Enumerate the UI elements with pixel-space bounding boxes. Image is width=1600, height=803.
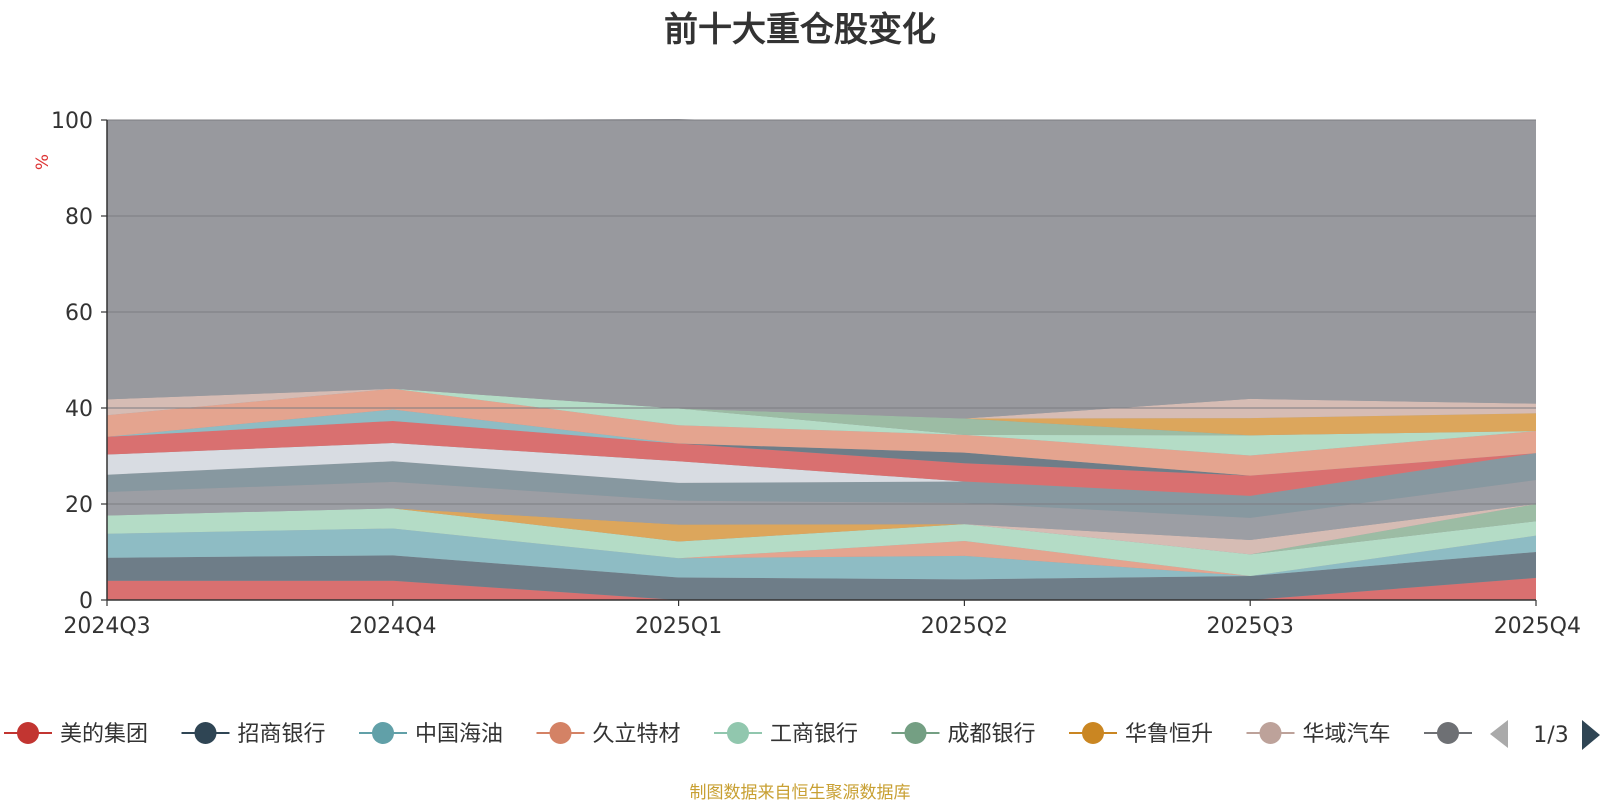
area-series-2 (107, 552, 1536, 600)
area-series-12 (107, 420, 1536, 496)
legend-marker (372, 722, 394, 744)
x-tick-label: 2025Q2 (921, 614, 1008, 639)
legend-item-3[interactable]: 中国海油 (359, 722, 503, 747)
area-series-13 (107, 409, 1536, 476)
area-series-10 (107, 453, 1536, 518)
legend-label: 美的集团 (60, 722, 148, 747)
legend-page-indicator: 1/3 (1533, 723, 1568, 748)
next-page-icon[interactable] (1582, 720, 1600, 750)
y-tick-label: 100 (51, 109, 93, 134)
legend-item-7[interactable]: 华鲁恒升 (1069, 722, 1213, 747)
y-tick-label: 60 (65, 301, 93, 326)
area-series-1 (107, 577, 1536, 600)
legend-item-6[interactable]: 成都银行 (891, 722, 1036, 747)
legend-item-5[interactable]: 工商银行 (714, 722, 858, 747)
x-tick-label: 2025Q4 (1494, 614, 1581, 639)
area-series-18 (107, 388, 1536, 436)
legend-label: 中国海油 (415, 722, 503, 747)
area-series-5 (107, 508, 1536, 576)
area-series-15 (107, 388, 1536, 476)
prev-page-icon[interactable] (1490, 720, 1508, 748)
area-series-19 (107, 388, 1536, 419)
legend-marker (549, 722, 572, 744)
legend-label: 华鲁恒升 (1125, 722, 1213, 747)
source-note: 制图数据来自恒生聚源数据库 (689, 783, 911, 803)
legend-label: 久立特材 (593, 722, 681, 747)
legend-label: 成都银行 (948, 722, 1036, 747)
area-series-16 (107, 388, 1536, 456)
area-series-11 (107, 443, 1536, 496)
legend-item-4[interactable]: 久立特材 (536, 722, 681, 747)
legend-item-9[interactable] (1424, 722, 1472, 744)
legend-marker (1437, 722, 1459, 744)
x-tick-label: 2024Q3 (63, 614, 150, 639)
legend-label: 工商银行 (770, 722, 858, 747)
legend-label: 华域汽车 (1303, 722, 1391, 747)
chart-title: 前十大重仓股变化 (664, 10, 936, 50)
y-axis-label: % (33, 154, 53, 170)
area-series-4 (107, 528, 1536, 576)
legend-marker (727, 722, 749, 744)
legend-marker (194, 722, 217, 744)
legend-marker (1259, 722, 1282, 744)
gridlines (107, 119, 1536, 505)
legend-marker (904, 722, 927, 744)
legend-marker (17, 722, 39, 744)
x-tick-label: 2025Q3 (1207, 614, 1294, 639)
legend-pager: 1/3 (1490, 720, 1600, 750)
legend[interactable]: 美的集团 招商银行 中国海油 久立特材 工商银行 成都银行 华鲁恒升 华域汽车 1/3 (4, 720, 1600, 750)
y-tick-label: 80 (65, 205, 93, 230)
area-series-group (107, 119, 1536, 600)
legend-item-8[interactable]: 华域汽车 (1246, 722, 1391, 747)
x-tick-label: 2024Q4 (349, 614, 436, 639)
legend-item-2[interactable]: 招商银行 (181, 722, 326, 747)
x-tick-label: 2025Q1 (635, 614, 722, 639)
y-tick-label: 20 (65, 493, 93, 518)
area-series-20 (107, 119, 1536, 419)
area-series-9 (107, 480, 1536, 540)
y-tick-label: 0 (79, 589, 93, 614)
axes: 0 20 40 60 80 100 2024Q3 2024Q4 2025Q1 2025Q2 2025… (51, 109, 1581, 639)
legend-label: 招商银行 (238, 722, 326, 747)
area-series-7 (107, 504, 1536, 555)
area-series-3 (107, 528, 1536, 580)
y-tick-label: 40 (65, 397, 93, 422)
legend-marker (1082, 722, 1104, 744)
legend-item-1[interactable]: 美的集团 (4, 722, 148, 747)
area-series-8 (107, 504, 1536, 555)
